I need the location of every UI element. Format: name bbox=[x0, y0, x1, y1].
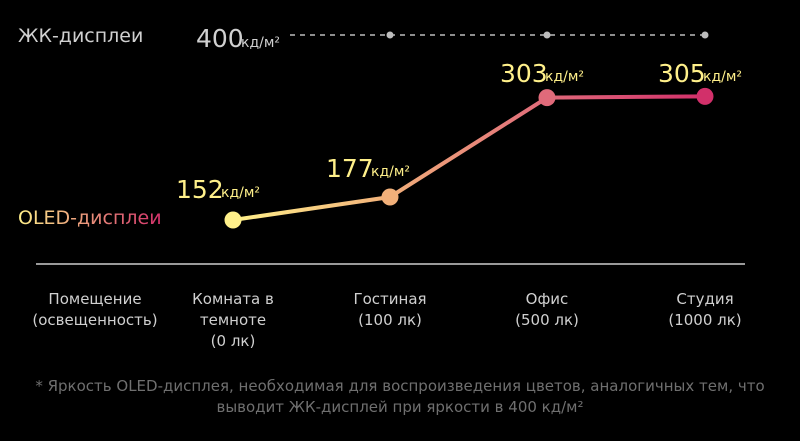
lcd-point-2 bbox=[543, 31, 551, 39]
oled-point-0 bbox=[224, 211, 242, 229]
lcd-point-3 bbox=[701, 31, 709, 39]
oled-point-3 bbox=[696, 87, 714, 105]
oled-series-line bbox=[232, 94, 706, 222]
category-label-1-0: Гостиная bbox=[353, 290, 426, 308]
oled-value-label-2: 303 bbox=[500, 59, 548, 88]
category-label-0-0: Комната в bbox=[192, 290, 274, 308]
oled-value-unit-1: кд/м² bbox=[371, 164, 410, 180]
oled-series-label: OLED-дисплеи bbox=[18, 207, 162, 229]
category-label-0-2: (0 лк) bbox=[211, 332, 256, 350]
oled-value-unit-0: кд/м² bbox=[221, 185, 260, 201]
lcd-point-1 bbox=[386, 31, 394, 39]
oled-value-label-0: 152 bbox=[176, 175, 224, 204]
lcd-value-unit: кд/м² bbox=[241, 35, 280, 51]
oled-point-2 bbox=[538, 89, 556, 107]
oled-value-label-3: 305 bbox=[658, 59, 706, 88]
footnote: * Яркость OLED-дисплея, необходимая для … bbox=[0, 376, 800, 418]
lcd-series-label: ЖК-дисплеи bbox=[18, 25, 143, 47]
category-label-3-0: Студия bbox=[676, 290, 733, 308]
category-header-line-1: (освещенность) bbox=[32, 311, 157, 329]
oled-point-1 bbox=[381, 188, 399, 206]
category-label-3-1: (1000 лк) bbox=[668, 311, 741, 329]
category-header-line-0: Помещение bbox=[48, 290, 141, 308]
lcd-value-label: 400 bbox=[196, 24, 244, 53]
oled-value-label-1: 177 bbox=[326, 154, 374, 183]
oled-value-unit-2: кд/м² bbox=[545, 69, 584, 85]
footnote-line-2: выводит ЖК-дисплей при яркости в 400 кд/… bbox=[216, 398, 584, 416]
category-label-1-1: (100 лк) bbox=[358, 311, 422, 329]
oled-value-unit-3: кд/м² bbox=[703, 69, 742, 85]
category-label-0-1: темноте bbox=[200, 311, 266, 329]
footnote-line-1: * Яркость OLED-дисплея, необходимая для … bbox=[35, 377, 765, 395]
category-label-2-1: (500 лк) bbox=[515, 311, 579, 329]
category-label-2-0: Офис bbox=[526, 290, 569, 308]
